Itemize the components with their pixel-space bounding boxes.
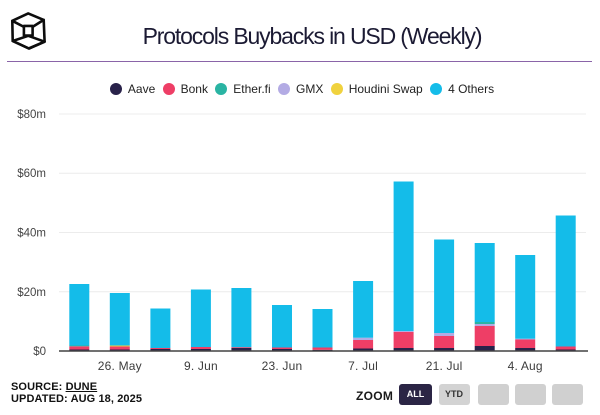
svg-text:$80m: $80m — [17, 109, 46, 121]
svg-text:$40m: $40m — [17, 228, 46, 240]
svg-text:$20m: $20m — [17, 287, 46, 299]
svg-text:9. Jun: 9. Jun — [184, 359, 218, 373]
svg-text:23. Jun: 23. Jun — [262, 359, 303, 373]
svg-text:4. Aug: 4. Aug — [508, 359, 543, 373]
svg-text:7. Jul: 7. Jul — [348, 359, 378, 373]
svg-text:21. Jul: 21. Jul — [426, 359, 463, 373]
svg-text:26. May: 26. May — [98, 359, 142, 373]
svg-text:$0: $0 — [33, 346, 46, 358]
svg-text:$60m: $60m — [17, 168, 46, 180]
